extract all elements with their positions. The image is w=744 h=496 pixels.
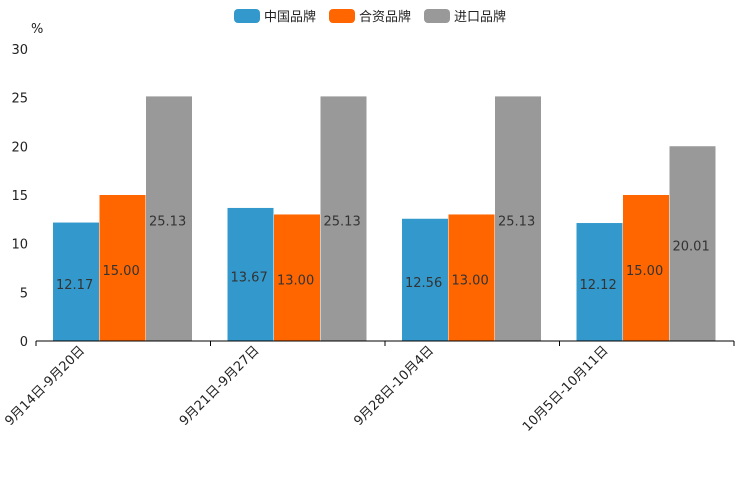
bar-2-4 (623, 195, 669, 341)
x-tick-label: 9月28日-10月4日 (351, 343, 437, 429)
data-label: 12.17 (56, 278, 93, 293)
y-tick-label: 0 (20, 335, 28, 350)
bar-2-2 (274, 214, 320, 341)
x-tick-label: 10月5日-10月11日 (520, 343, 612, 435)
legend-swatch (329, 9, 355, 23)
bar-1-1 (53, 222, 99, 341)
x-tick-label: 9月14日-9月20日 (2, 343, 88, 429)
y-axis-unit-label: % (31, 22, 43, 37)
data-label: 13.67 (231, 270, 268, 285)
data-label: 12.56 (405, 276, 442, 291)
data-label: 13.00 (277, 274, 314, 289)
bars: 12.17 13.67 12.56 12.12 15.00 13.00 13.00 15.00… (53, 96, 716, 341)
legend: 中国品牌 合资品牌 进口品牌 (234, 9, 506, 25)
data-label: 25.13 (149, 215, 186, 230)
data-label: 20.01 (673, 240, 710, 255)
data-label: 25.13 (498, 215, 535, 230)
data-label: 12.12 (580, 278, 617, 293)
bar-1-2 (227, 207, 274, 341)
legend-swatch (424, 9, 450, 23)
data-label: 15.00 (626, 264, 663, 279)
y-tick-label: 30 (11, 43, 28, 58)
legend-label: 中国品牌 (264, 9, 316, 25)
y-tick-label: 10 (11, 238, 28, 253)
y-tick-label: 20 (11, 140, 28, 155)
y-tick-label: 15 (11, 189, 28, 204)
x-axis: 9月14日-9月20日 9月21日-9月27日 9月28日-10月4日 10月5日-1… (2, 340, 735, 435)
data-label: 25.13 (324, 215, 361, 230)
y-axis: 0 5 10 15 20 25 30 (11, 43, 28, 350)
bar-3-2 (320, 96, 367, 341)
bar-2-1 (99, 195, 146, 341)
bar-1-4 (576, 223, 623, 341)
bar-2-3 (448, 214, 495, 341)
bar-3-4 (669, 146, 716, 341)
y-tick-label: 25 (11, 92, 28, 107)
legend-label: 合资品牌 (359, 9, 411, 25)
x-tick-label: 9月21日-9月27日 (177, 343, 263, 429)
bar-3-1 (146, 96, 192, 341)
data-label: 13.00 (452, 274, 489, 289)
legend-label: 进口品牌 (454, 9, 506, 25)
legend-swatch (234, 9, 260, 23)
bar-1-3 (402, 218, 448, 341)
y-tick-label: 5 (20, 286, 28, 301)
data-label: 15.00 (103, 264, 140, 279)
bar-3-3 (495, 96, 541, 341)
